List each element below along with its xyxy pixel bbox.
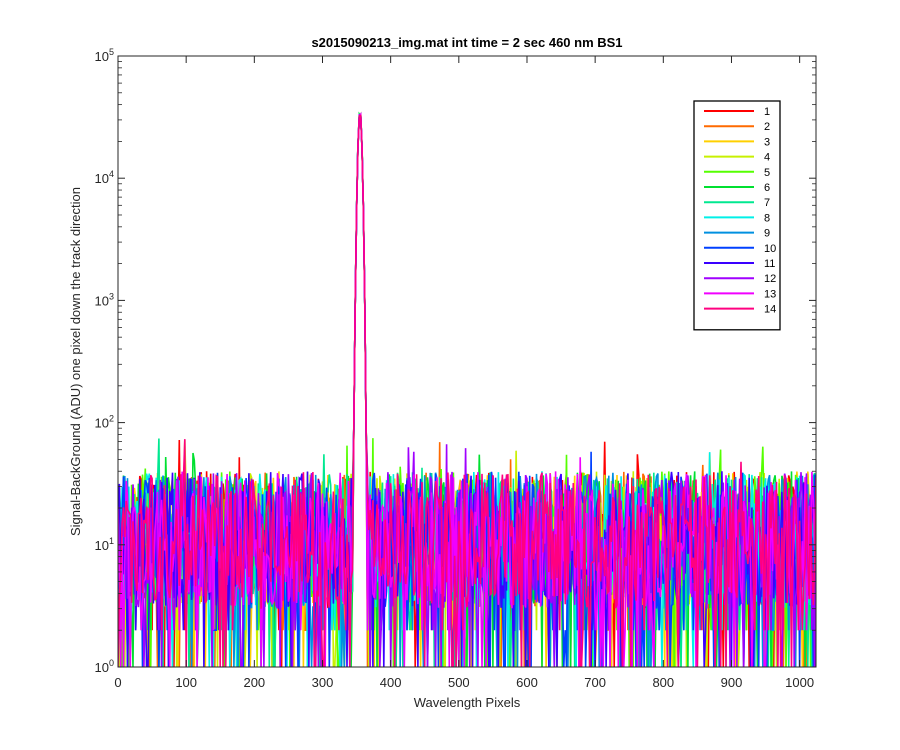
x-tick-label: 600 [516,675,538,690]
legend-label: 14 [764,304,776,316]
legend-label: 12 [764,273,776,285]
x-tick-label: 100 [175,675,197,690]
x-tick-label: 300 [312,675,334,690]
x-tick-label: 200 [243,675,265,690]
legend-label: 7 [764,197,770,209]
series-layer [118,111,816,667]
x-tick-label: 800 [652,675,674,690]
x-tick-label: 700 [584,675,606,690]
legend-label: 5 [764,167,770,179]
y-tick-label: 105 [95,47,114,64]
series-line-14 [118,114,816,667]
y-tick-label: 104 [95,169,114,186]
legend-label: 3 [764,136,770,148]
x-tick-label: 1000 [785,675,814,690]
y-tick-label: 102 [95,414,114,431]
chart-title: s2015090213_img.mat int time = 2 sec 460… [311,35,622,50]
legend-label: 1 [764,106,770,118]
y-tick-label: 101 [95,536,114,553]
legend-label: 10 [764,243,776,255]
legend-label: 13 [764,288,776,300]
x-tick-label: 500 [448,675,470,690]
x-tick-label: 900 [721,675,743,690]
legend-label: 11 [764,258,775,270]
x-tick-label: 0 [114,675,121,690]
legend-label: 4 [764,152,770,164]
legend-label: 2 [764,121,770,133]
legend-label: 9 [764,228,770,240]
legend-box [693,100,781,331]
y-tick-label: 100 [95,658,114,675]
y-tick-label: 103 [95,291,114,308]
legend-label: 8 [764,212,770,224]
legend-label: 6 [764,182,770,194]
x-axis-label: Wavelength Pixels [414,695,521,710]
plot-frame [117,55,817,668]
y-axis-label: Signal-BackGround (ADU) one pixel down t… [68,187,83,536]
x-tick-label: 400 [380,675,402,690]
